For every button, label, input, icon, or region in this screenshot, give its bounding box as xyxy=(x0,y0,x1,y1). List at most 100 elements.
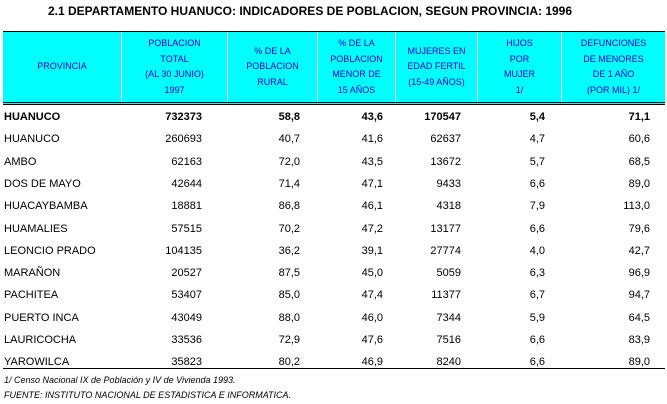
value: 35823 xyxy=(171,356,202,369)
value: 7516 xyxy=(436,334,461,346)
header-line: POBLACION xyxy=(246,61,299,72)
header-line: (POR MIL) 1/ xyxy=(586,84,640,95)
province: LAURICOCHA xyxy=(4,334,77,346)
header-cell: DEFUNCIONES DE MENORES DE 1 AÑO (POR MIL) 1… xyxy=(562,32,665,102)
value: 43,5 xyxy=(361,155,383,168)
value: 732373 xyxy=(165,111,202,123)
value: 6,6 xyxy=(529,356,545,369)
value: 5,9 xyxy=(529,311,545,324)
value: 42,7 xyxy=(628,244,650,257)
value: 18881 xyxy=(171,200,202,213)
header-line: POBLACION xyxy=(330,53,383,64)
value: 170547 xyxy=(424,111,461,123)
header-cell: PROVINCIA xyxy=(3,32,122,102)
value: 41,6 xyxy=(361,133,383,146)
value: 43049 xyxy=(171,311,202,324)
value: 6,7 xyxy=(529,289,545,302)
value: 46,0 xyxy=(361,311,383,324)
header-line: DEFUNCIONES xyxy=(580,38,647,48)
footnote: FUENTE: INSTITUTO NACIONAL DE ESTADISTIC… xyxy=(4,390,292,400)
province: HUANUCO xyxy=(4,111,61,123)
value: 94,7 xyxy=(628,289,650,302)
value: 71,1 xyxy=(628,111,650,123)
province: HUANUCO xyxy=(4,133,60,146)
value: 68,5 xyxy=(628,155,650,168)
header-line: MUJERES EN xyxy=(407,45,466,56)
header-line: (15-49 AÑOS) xyxy=(408,76,465,87)
value: 57515 xyxy=(171,222,202,235)
value: 45,0 xyxy=(361,267,383,280)
value: 6,3 xyxy=(529,267,545,280)
value: 62637 xyxy=(430,133,461,146)
header-cell: POBLACION TOTAL (AL 30 JUNIO) 1997 xyxy=(122,32,228,102)
title: 2.1 DEPARTAMENTO HUANUCO: INDICADORES DE… xyxy=(47,4,573,18)
value: 104135 xyxy=(165,244,202,257)
value: 33536 xyxy=(171,334,202,346)
value: 89,0 xyxy=(628,356,650,369)
header-line: 1/ xyxy=(515,84,524,95)
value: 6,6 xyxy=(529,222,545,235)
province: MARAÑON xyxy=(4,267,61,280)
header-line: EDAD FERTIL xyxy=(407,61,466,72)
value: 47,1 xyxy=(361,177,383,190)
value: 260693 xyxy=(165,133,202,146)
header-line: DE MENORES xyxy=(583,53,644,64)
value: 5,7 xyxy=(529,155,545,168)
header-cell: % DE LA POBLACION RURAL xyxy=(228,32,318,102)
rule xyxy=(3,368,665,369)
value: 5,4 xyxy=(529,111,545,123)
header-line: (AL 30 JUNIO) xyxy=(145,69,204,79)
province: HUAMALIES xyxy=(4,222,68,235)
value: 11377 xyxy=(431,289,461,302)
value: 6,6 xyxy=(529,334,545,346)
value: 80,2 xyxy=(278,356,300,369)
value: 53407 xyxy=(171,289,202,302)
value: 79,6 xyxy=(628,222,650,235)
value: 64,5 xyxy=(628,311,650,324)
header-line: 15 AÑOS xyxy=(337,84,376,95)
value: 7,9 xyxy=(529,200,545,213)
header-cell: HIJOS POR MUJER 1/ xyxy=(478,32,562,102)
province: HUACAYBAMBA xyxy=(4,200,88,213)
value: 70,2 xyxy=(278,222,300,235)
value: 113,0 xyxy=(623,200,650,213)
value: 39,1 xyxy=(361,244,383,257)
value: 4318 xyxy=(436,200,461,213)
header-line: RURAL xyxy=(257,76,288,87)
header-line: 1997 xyxy=(164,84,185,95)
value: 36,2 xyxy=(278,244,300,257)
value: 96,9 xyxy=(628,267,650,280)
value: 43,6 xyxy=(361,111,383,123)
header-line: % DE LA xyxy=(338,38,375,48)
header-line: TOTAL xyxy=(160,53,189,64)
header-line: POR xyxy=(509,53,530,64)
header-line: MENOR DE xyxy=(332,69,381,79)
value: 72,0 xyxy=(278,155,300,168)
value: 20527 xyxy=(171,267,202,280)
value: 47,4 xyxy=(361,289,383,302)
header-cell: MUJERES EN EDAD FERTIL (15-49 AÑOS) xyxy=(396,32,478,102)
value: 71,4 xyxy=(278,177,300,190)
header-line: HIJOS xyxy=(506,38,533,48)
table-header: PROVINCIA POBLACION TOTAL (AL 30 JUNIO) 1997… xyxy=(3,31,665,105)
value: 47,6 xyxy=(361,334,383,346)
value: 83,9 xyxy=(628,334,650,346)
value: 87,5 xyxy=(278,267,300,280)
value: 46,1 xyxy=(361,200,383,213)
value: 40,7 xyxy=(278,133,300,146)
value: 6,6 xyxy=(529,177,545,190)
value: 46,9 xyxy=(361,356,383,369)
footnote: 1/ Censo Nacional IX de Población y IV d… xyxy=(4,375,236,385)
value: 47,2 xyxy=(361,222,383,235)
province: LEONCIO PRADO xyxy=(4,244,96,257)
value: 88,0 xyxy=(278,311,300,324)
header-line: MUJER xyxy=(504,69,535,79)
province: DOS DE MAYO xyxy=(4,177,81,190)
value: 8240 xyxy=(436,356,461,369)
header-line: DE 1 AÑO xyxy=(592,69,635,79)
province: YAROWILCA xyxy=(4,356,70,369)
header-line: % DE LA xyxy=(254,45,291,56)
value: 7344 xyxy=(436,311,461,324)
value: 5059 xyxy=(436,267,461,280)
